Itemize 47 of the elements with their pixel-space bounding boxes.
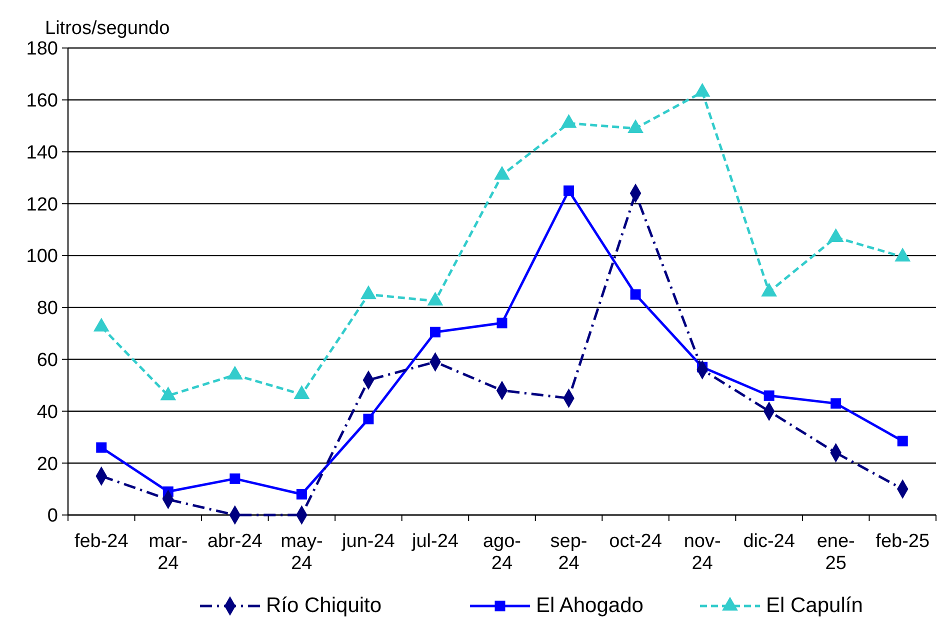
x-tick-label: mar- 24 bbox=[148, 531, 188, 574]
y-axis-title: Litros/segundo bbox=[45, 18, 170, 39]
point bbox=[494, 166, 510, 180]
x-tick-label: ene- 25 bbox=[816, 531, 855, 574]
point bbox=[560, 114, 577, 128]
y-tick-label: 140 bbox=[26, 142, 58, 164]
y-tick-label: 160 bbox=[26, 90, 58, 112]
y-tick-label: 60 bbox=[36, 350, 58, 371]
legend-label: Río Chiquito bbox=[266, 594, 382, 617]
point bbox=[430, 326, 440, 338]
x-tick-label: oct-24 bbox=[609, 531, 662, 552]
x-tick-label: ago- 24 bbox=[482, 531, 522, 574]
point bbox=[230, 473, 240, 484]
point bbox=[764, 390, 774, 401]
legend-label: El Capulín bbox=[766, 594, 863, 617]
x-tick-label: may- 24 bbox=[280, 531, 323, 574]
y-tick-label: 120 bbox=[26, 194, 58, 216]
y-tick-label: 80 bbox=[36, 298, 58, 320]
x-tick-label: abr-24 bbox=[207, 531, 263, 552]
y-tick-label: 180 bbox=[26, 38, 58, 60]
x-tick-label: jul-24 bbox=[410, 531, 459, 552]
x-tick-label: dic-24 bbox=[743, 531, 796, 552]
point bbox=[761, 282, 778, 296]
y-tick-label: 20 bbox=[36, 454, 58, 475]
point bbox=[894, 248, 911, 262]
point bbox=[828, 228, 844, 242]
point bbox=[630, 289, 641, 300]
x-tick-label: sep- 24 bbox=[550, 531, 588, 574]
point bbox=[427, 292, 444, 306]
point bbox=[694, 82, 710, 97]
point bbox=[93, 318, 110, 332]
x-tick-label: nov- 24 bbox=[684, 531, 721, 574]
point bbox=[360, 285, 376, 300]
x-tick-label: feb-24 bbox=[74, 531, 129, 552]
point bbox=[830, 398, 842, 409]
point bbox=[897, 436, 908, 446]
x-tick-label: feb-25 bbox=[876, 531, 930, 552]
y-tick-label: 0 bbox=[47, 506, 58, 527]
x-tick-label: jun-24 bbox=[341, 531, 396, 552]
y-tick-label: 40 bbox=[36, 402, 58, 423]
point bbox=[96, 442, 107, 453]
y-tick-label: 100 bbox=[26, 246, 58, 268]
point bbox=[628, 119, 644, 134]
point bbox=[296, 489, 307, 500]
point bbox=[496, 318, 508, 328]
point bbox=[363, 414, 374, 424]
legend-label: El Ahogado bbox=[536, 594, 644, 617]
